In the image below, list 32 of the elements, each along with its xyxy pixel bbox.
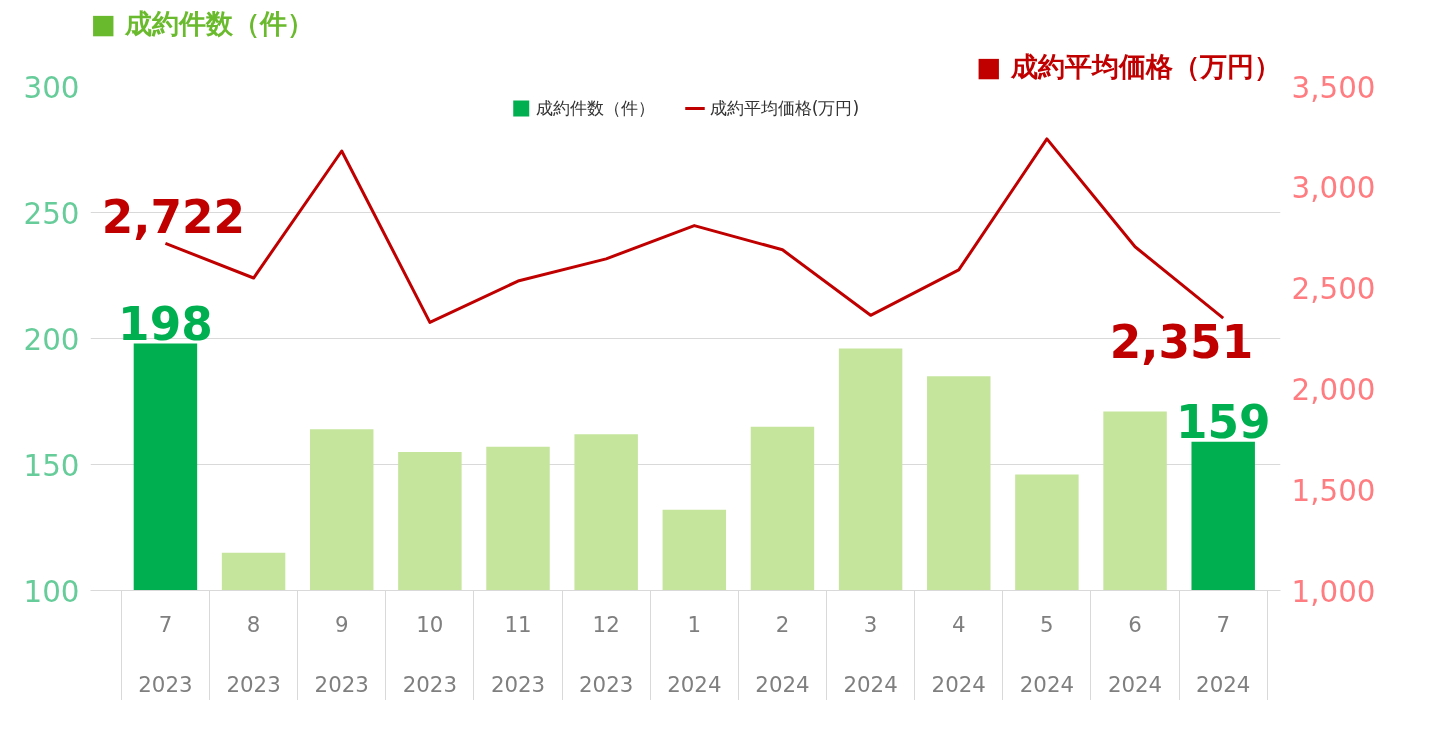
data-label: 198 (118, 297, 213, 351)
category-label: 7 2024 (1196, 611, 1251, 697)
y2-tick-label: 1,500 (1291, 473, 1376, 508)
category-label: 10 2023 (402, 611, 458, 697)
category-label: 1 2024 (667, 611, 722, 697)
y2-tick-label: 3,500 (1291, 70, 1376, 105)
category-label: 9 2023 (314, 611, 369, 697)
y-tick-label: 200 (23, 322, 80, 357)
data-label: 2,722 (101, 191, 246, 245)
category-label: 5 2024 (1019, 611, 1075, 697)
y2-axis-title: ■ 成約平均価格（万円） (976, 50, 1281, 82)
category-label: 4 2024 (931, 611, 986, 697)
legend-label: 成約件数（件） (535, 97, 655, 120)
y-tick-label: 100 (23, 574, 80, 609)
category-label: 6 2024 (1107, 611, 1163, 697)
y-tick-label: 300 (23, 70, 80, 105)
y2-tick-label: 2,500 (1291, 272, 1376, 307)
y2-tick-label: 1,000 (1291, 574, 1376, 609)
category-label: 2 2024 (755, 611, 810, 697)
y2-tick-label: 3,000 (1291, 171, 1376, 206)
y-tick-label: 150 (23, 448, 80, 483)
category-label: 7 2023 (138, 611, 193, 697)
y2-tick-label: 2,000 (1291, 372, 1376, 407)
data-label: 2,351 (1109, 316, 1254, 370)
category-label: 12 2023 (579, 611, 634, 697)
category-label: 3 2024 (843, 611, 898, 697)
legend-label: 成約平均価格(万円) (709, 97, 860, 120)
category-label: 8 2023 (226, 611, 281, 697)
data-label: 159 (1175, 395, 1271, 449)
y-axis-title: ■ 成約件数（件） (90, 7, 314, 39)
category-label: 11 2023 (490, 611, 546, 697)
y-tick-label: 250 (23, 196, 80, 231)
